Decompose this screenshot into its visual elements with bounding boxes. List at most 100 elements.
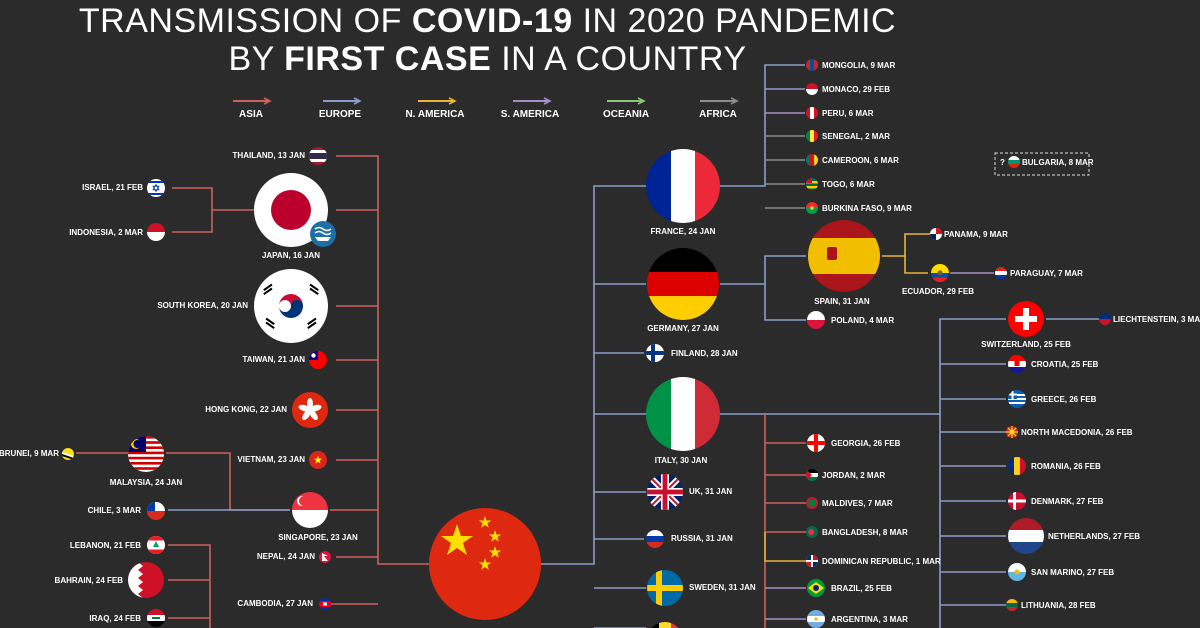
label-maldives: MALDIVES, 7 MAR <box>822 499 893 508</box>
flag-georgia <box>807 434 825 452</box>
legend-label-north-america: N. AMERICA <box>405 109 464 120</box>
label-romania: ROMANIA, 26 FEB <box>1031 462 1101 471</box>
label-iraq: IRAQ, 24 FEB <box>89 614 141 623</box>
flag-maldives <box>806 497 818 509</box>
node-romania: ROMANIA, 26 FEB <box>1008 457 1101 475</box>
node-lithuania: LITHUANIA, 28 FEB <box>1006 599 1096 611</box>
legend-item-africa: AFRICA <box>699 97 739 120</box>
flag-mongolia <box>806 59 818 71</box>
flag-spain <box>808 220 880 292</box>
label-senegal: SENEGAL, 2 MAR <box>822 132 890 141</box>
node-north-macedonia: NORTH MACEDONIA, 26 FEB <box>1006 426 1133 438</box>
flag-senegal <box>806 130 818 142</box>
bulgaria-unknown-source-box <box>994 152 1090 176</box>
flag-greece <box>1008 390 1026 408</box>
node-argentina: ARGENTINA, 3 MAR <box>807 610 908 628</box>
label-brazil: BRAZIL, 25 FEB <box>831 584 892 593</box>
legend-item-oceania: OCEANIA <box>603 97 649 120</box>
node-paraguay: PARAGUAY, 7 MAR <box>995 267 1083 279</box>
flag-italy <box>646 377 720 451</box>
node-mongolia: MONGOLIA, 9 MAR <box>806 59 896 71</box>
node-denmark: DENMARK, 27 FEB <box>1008 492 1104 510</box>
flag-taiwan <box>309 351 327 369</box>
node-san-marino: SAN MARINO, 27 FEB <box>1008 563 1114 581</box>
legend-label-asia: ASIA <box>239 109 263 120</box>
flag-finland <box>646 344 664 362</box>
label-croatia: CROATIA, 25 FEB <box>1031 360 1099 369</box>
label-ecuador: ECUADOR, 29 FEB <box>902 287 974 296</box>
node-finland: FINLAND, 28 JAN <box>646 344 738 362</box>
flag-romania <box>1008 457 1026 475</box>
flag-dominican-republic <box>806 555 818 567</box>
label-germany: GERMANY, 27 JAN <box>647 324 719 333</box>
label-switzerland: SWITZERLAND, 25 FEB <box>981 340 1071 349</box>
node-russia: RUSSIA, 31 JAN <box>646 530 733 548</box>
node-burkina-faso: BURKINA FASO, 9 MAR <box>806 202 912 214</box>
node-spain: SPAIN, 31 JAN <box>808 220 880 306</box>
label-panama: PANAMA, 9 MAR <box>944 230 1008 239</box>
label-sweden: SWEDEN, 31 JAN <box>689 583 756 592</box>
node-china <box>429 508 541 620</box>
node-bahrain: BAHRAIN, 24 FEB <box>55 562 164 598</box>
flag-hong-kong <box>292 392 328 428</box>
label-hong-kong: HONG KONG, 22 JAN <box>205 405 287 414</box>
flag-israel <box>147 179 165 197</box>
flag-singapore <box>292 492 328 528</box>
flag-iraq <box>147 609 165 627</box>
node-lebanon: LEBANON, 21 FEB <box>70 536 165 554</box>
flag-san-marino <box>1008 563 1026 581</box>
node-ecuador: ECUADOR, 29 FEB <box>902 264 974 296</box>
label-monaco: MONACO, 29 FEB <box>822 85 890 94</box>
node-malaysia: MALAYSIA, 24 JAN <box>110 436 183 487</box>
flag-france <box>646 149 720 223</box>
label-argentina: ARGENTINA, 3 MAR <box>831 615 908 624</box>
flag-brazil <box>807 579 825 597</box>
title-line-2: BY FIRST CASE IN A COUNTRY <box>228 40 747 78</box>
flag-china <box>429 508 541 620</box>
flag-argentina <box>807 610 825 628</box>
label-russia: RUSSIA, 31 JAN <box>671 534 733 543</box>
label-israel: ISRAEL, 21 FEB <box>82 183 143 192</box>
node-nepal: NEPAL, 24 JAN <box>257 551 331 563</box>
flag-croatia <box>1008 355 1026 373</box>
node-indonesia: INDONESIA, 2 MAR <box>69 223 165 241</box>
node-belgium-partial <box>647 622 683 628</box>
flag-uk <box>647 474 683 510</box>
flag-thailand <box>309 147 327 165</box>
flag-denmark <box>1008 492 1026 510</box>
flag-south-korea <box>254 269 328 343</box>
label-paraguay: PARAGUAY, 7 MAR <box>1010 269 1083 278</box>
label-peru: PERU, 6 MAR <box>822 109 874 118</box>
node-japan: JAPAN, 16 JAN <box>254 173 336 260</box>
legend-item-europe: EUROPE <box>319 97 362 120</box>
node-hong-kong: HONG KONG, 22 JAN <box>205 392 328 428</box>
flag-peru <box>806 107 818 119</box>
node-bangladesh: BANGLADESH, 8 MAR <box>806 526 908 538</box>
flag-jordan <box>806 469 818 481</box>
label-uk: UK, 31 JAN <box>689 487 732 496</box>
flag-poland <box>807 311 825 329</box>
flag-lithuania <box>1006 599 1018 611</box>
label-taiwan: TAIWAN, 21 JAN <box>242 355 305 364</box>
label-finland: FINLAND, 28 JAN <box>671 349 738 358</box>
node-uk: UK, 31 JAN <box>647 474 732 510</box>
flag-liechtenstein <box>1099 313 1111 325</box>
flag-bahrain <box>128 562 164 598</box>
label-bahrain: BAHRAIN, 24 FEB <box>55 576 124 585</box>
node-netherlands: NETHERLANDS, 27 FEB <box>1008 518 1140 554</box>
label-jordan: JORDAN, 2 MAR <box>822 471 885 480</box>
flag-monaco <box>806 83 818 95</box>
node-croatia: CROATIA, 25 FEB <box>1008 355 1099 373</box>
node-bulgaria: ? BULGARIA, 8 MAR <box>994 152 1094 176</box>
legend-item-asia: ASIA <box>233 97 272 120</box>
node-cameroon: CAMEROON, 6 MAR <box>806 154 899 166</box>
flag-bangladesh <box>806 526 818 538</box>
flag-vietnam <box>309 451 327 469</box>
node-israel: ISRAEL, 21 FEB <box>82 179 165 197</box>
label-cameroon: CAMEROON, 6 MAR <box>822 156 899 165</box>
label-spain: SPAIN, 31 JAN <box>814 297 870 306</box>
node-greece: GREECE, 26 FEB <box>1008 390 1097 408</box>
legend-label-europe: EUROPE <box>319 109 362 120</box>
label-netherlands: NETHERLANDS, 27 FEB <box>1048 532 1140 541</box>
